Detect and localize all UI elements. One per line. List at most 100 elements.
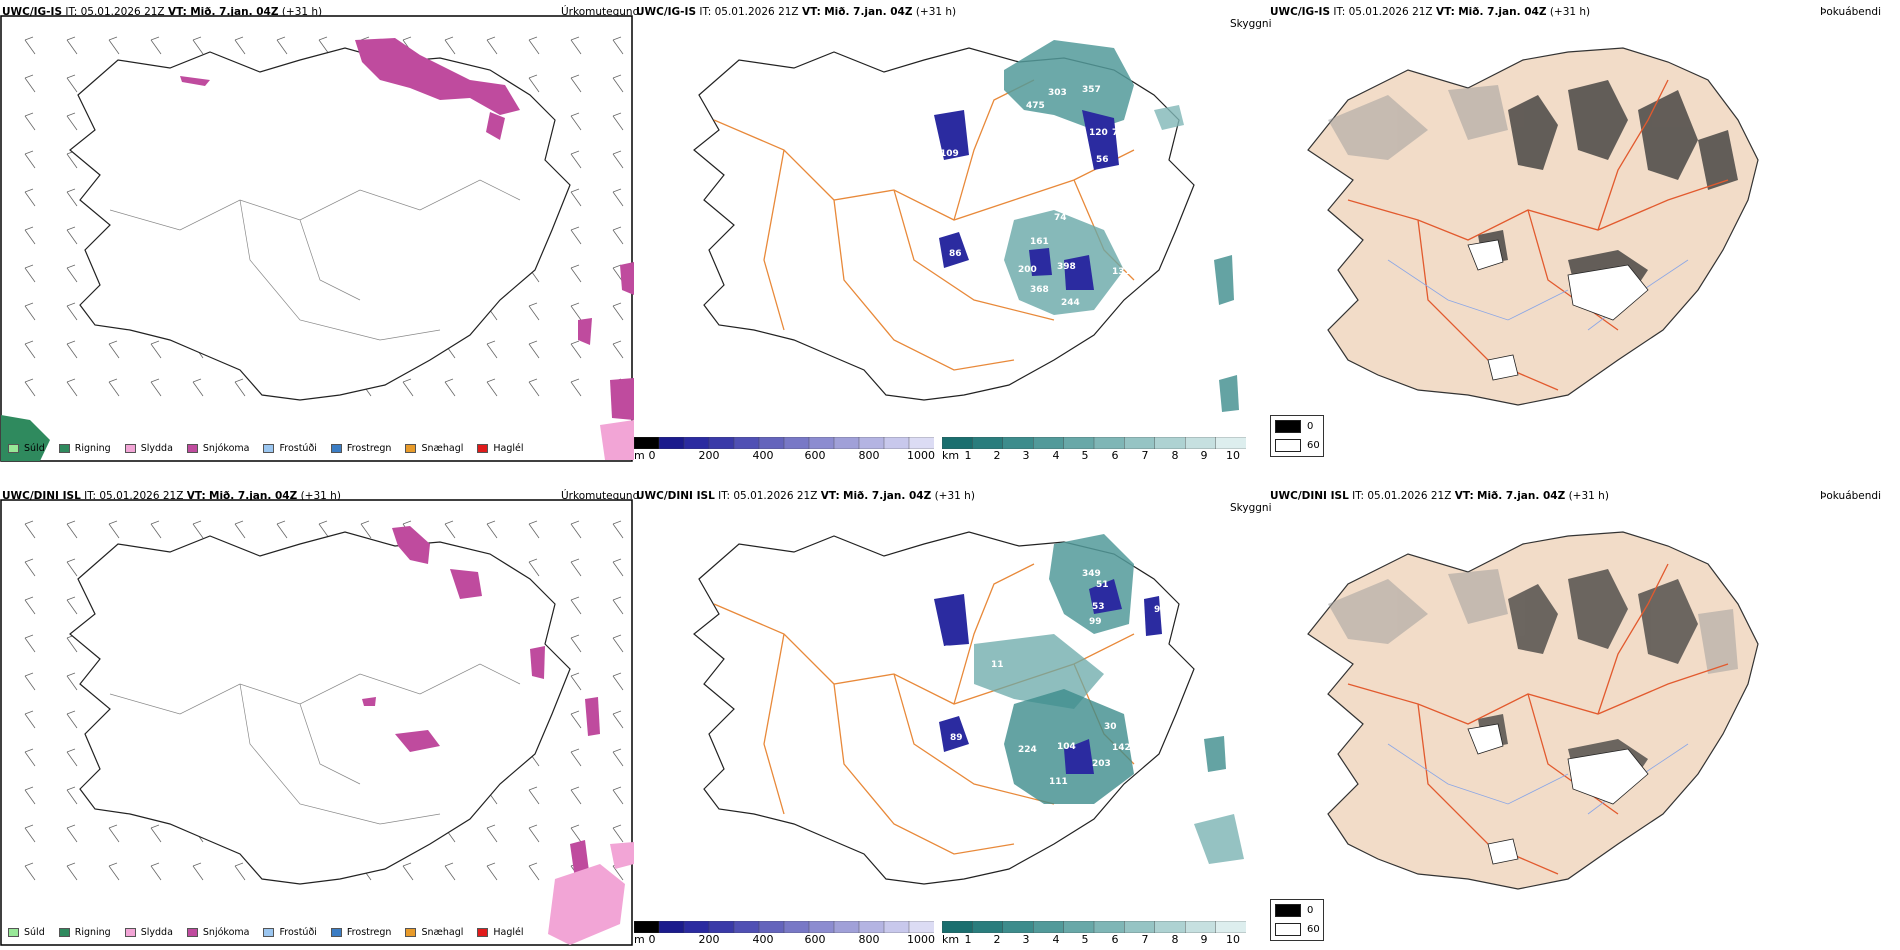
- wind-barb: [570, 77, 582, 93]
- wind-barb-flag: [570, 634, 580, 639]
- wind-barb: [528, 381, 540, 397]
- product-name: Skyggni: [1230, 18, 1272, 30]
- wind-barb: [150, 827, 162, 843]
- wind-barb-flag: [570, 596, 580, 601]
- colorbar-segment: [808, 437, 835, 449]
- wind-barb-flag: [612, 634, 622, 639]
- wind-barb-flag: [486, 824, 496, 829]
- wind-barb: [444, 381, 456, 397]
- wind-barb-flag: [24, 596, 34, 601]
- colorbar-segment: [783, 437, 810, 449]
- legend-swatch: [405, 444, 417, 453]
- wind-barb: [24, 153, 36, 169]
- roads: [1347, 563, 1729, 875]
- wind-barb-flag: [570, 302, 580, 307]
- wind-barb-flag: [528, 520, 538, 525]
- legend-swatch: [477, 928, 489, 937]
- wind-barb: [150, 865, 162, 881]
- wind-barb-flag: [192, 378, 202, 383]
- precip-legend: Súld Rigning Slydda Snjókoma Frostúði Fr…: [8, 443, 538, 454]
- colorbar-segment: [883, 921, 910, 933]
- snow-areas: [362, 526, 600, 879]
- wind-barb: [486, 343, 498, 359]
- cloud-label: 111: [1049, 777, 1068, 787]
- colorbar-segment: [658, 921, 685, 933]
- wind-barb: [570, 267, 582, 283]
- cloud-label: 244: [1061, 298, 1080, 308]
- wind-barb: [24, 675, 36, 691]
- wind-barb-flag: [24, 378, 34, 383]
- wind-barb-flag: [570, 74, 580, 79]
- visibility-colorbar: [942, 437, 1246, 449]
- wind-barb-flag: [66, 824, 76, 829]
- colorbar-segment: [1063, 921, 1095, 933]
- cloud-label: 357: [1082, 85, 1101, 95]
- cloud-label: 200: [1018, 265, 1037, 275]
- colorbar-segment: [1002, 437, 1034, 449]
- colorbar-segment: [1124, 921, 1156, 933]
- cloud-label-layer: 303 357 475 21 120 761 109 56 19 74 86 1…: [940, 85, 1131, 308]
- wind-barb: [108, 343, 120, 359]
- wind-barb: [486, 39, 498, 55]
- legend-swatch: [330, 444, 342, 453]
- panel-title: UWC/IG-IS IT: 05.01.2026 21Z VT: Mið. 7.…: [2, 6, 323, 18]
- cloud-label: 21: [1066, 128, 1079, 138]
- wind-barb: [192, 39, 204, 55]
- wind-barb-flag: [150, 378, 160, 383]
- wind-barb: [24, 191, 36, 207]
- wind-barb-flag: [528, 340, 538, 345]
- panel-title: UWC/IG-IS IT: 05.01.2026 21Z VT: Mið. 7.…: [1270, 6, 1591, 18]
- cloud-label: 161: [1030, 237, 1049, 247]
- wind-barb-flag: [528, 862, 538, 867]
- product-name: Þokuábendi: [1820, 6, 1881, 18]
- visibility-ticks: km 1 2 3 4 5 6 7 8 9 10: [942, 449, 1240, 462]
- wind-barb-flag: [570, 226, 580, 231]
- fog-panel-top: UWC/IG-IS IT: 05.01.2026 21Z VT: Mið. 7.…: [1268, 0, 1900, 465]
- wind-barb-flag: [570, 378, 580, 383]
- colorbar-segment: [1154, 437, 1186, 449]
- wind-barb: [570, 153, 582, 169]
- legend-swatch: [8, 444, 19, 453]
- cloud-label: 475: [1026, 101, 1045, 111]
- wind-barb: [192, 865, 204, 881]
- colorbar-segment: [708, 437, 735, 449]
- colorbar-segment: [1184, 437, 1217, 449]
- wind-barb: [486, 523, 498, 539]
- colorbar-segment: [1002, 921, 1034, 933]
- cloud-label: 761: [1112, 128, 1131, 138]
- cloud-label: 86: [949, 249, 962, 259]
- wind-barb-flag: [24, 786, 34, 791]
- wind-barb: [612, 77, 624, 93]
- wind-barb-flag: [360, 520, 370, 525]
- roads: [713, 563, 1135, 855]
- wind-barb: [486, 827, 498, 843]
- wind-barb: [24, 599, 36, 615]
- wind-barb-flag: [108, 378, 118, 383]
- wind-barb-flag: [318, 520, 328, 525]
- colorbar-segment: [634, 921, 660, 933]
- wind-barb-flag: [570, 710, 580, 715]
- wind-barb-flag: [402, 862, 412, 867]
- wind-barb-flag: [24, 862, 34, 867]
- colorbar-segment: [1124, 437, 1156, 449]
- wind-barb: [66, 305, 78, 321]
- wind-barb: [276, 523, 288, 539]
- wind-barb-flag: [150, 862, 160, 867]
- cloud-label: 368: [1030, 285, 1049, 295]
- cloud-label: 98: [1154, 605, 1167, 615]
- fog-high-swatch: [1275, 420, 1301, 433]
- wind-barb: [24, 267, 36, 283]
- wind-barb: [150, 343, 162, 359]
- wind-barb-flag: [66, 596, 76, 601]
- wind-barb-flag: [570, 672, 580, 677]
- wind-barb-flag: [234, 862, 244, 867]
- legend-swatch: [124, 928, 136, 937]
- colorbar-segment: [708, 921, 735, 933]
- product-name: Úrkomutegund: [561, 6, 640, 18]
- fog-low-swatch: [1275, 923, 1301, 936]
- wind-barb: [108, 523, 120, 539]
- wind-barb-flag: [570, 36, 580, 41]
- legend-swatch: [186, 444, 198, 453]
- fog-legend: 0 60: [1270, 899, 1324, 941]
- wind-barb: [150, 39, 162, 55]
